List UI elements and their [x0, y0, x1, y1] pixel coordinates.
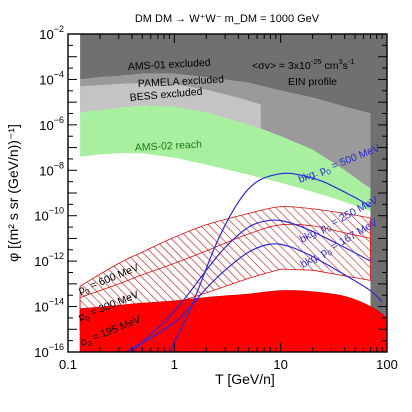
chart-title: DM DM → W⁺W⁻ m_DM = 1000 GeV [135, 13, 320, 25]
y-tick-label: 10−4 [39, 69, 64, 87]
profile-annotation: EIN profile [288, 76, 337, 88]
label-pamela: PAMELA excluded [138, 73, 225, 90]
signal-band-2 [79, 290, 387, 352]
y-axis-title: φ [(m² s sr (GeV/n))⁻¹] [5, 124, 21, 262]
y-axis: 10−16 10−14 10−12 10−10 10−8 10−6 10−4 10−2 [34, 24, 387, 360]
y-tick-label: 10−2 [39, 24, 64, 42]
exclusion-region-0 [80, 34, 387, 352]
label-ams01: AMS-01 excluded [128, 57, 212, 73]
signal-bands [79, 206, 387, 352]
x-tick-label: 10 [273, 357, 287, 372]
y-tick-label: 10−16 [34, 342, 64, 360]
exclusion-region-2 [80, 82, 261, 129]
y-tick-label: 10−6 [39, 115, 64, 133]
x-tick-label: 0.1 [59, 357, 77, 372]
x-tick-label: 100 [376, 357, 398, 372]
x-tick-label: 1 [171, 357, 178, 372]
exclusion-regions [80, 34, 387, 352]
x-axis: 0.1 1 10 100 [59, 34, 398, 372]
background-curves [125, 172, 383, 352]
y-tick-label: 10−14 [34, 297, 64, 315]
sigma-v-annotation: <σv> = 3x10-25 cm3s-1 [252, 57, 355, 72]
label-ams02: AMS-02 reach [135, 138, 203, 154]
x-axis-title: T [GeV/n] [215, 371, 275, 387]
y-tick-label: 10−10 [34, 206, 64, 224]
y-tick-label: 10−8 [39, 160, 64, 178]
bkg-curve-2 [125, 243, 383, 352]
bkg-curve-1 [131, 219, 371, 352]
y-tick-label: 10−12 [34, 251, 64, 269]
plot-area [68, 34, 387, 352]
exclusion-region-3 [80, 105, 371, 212]
